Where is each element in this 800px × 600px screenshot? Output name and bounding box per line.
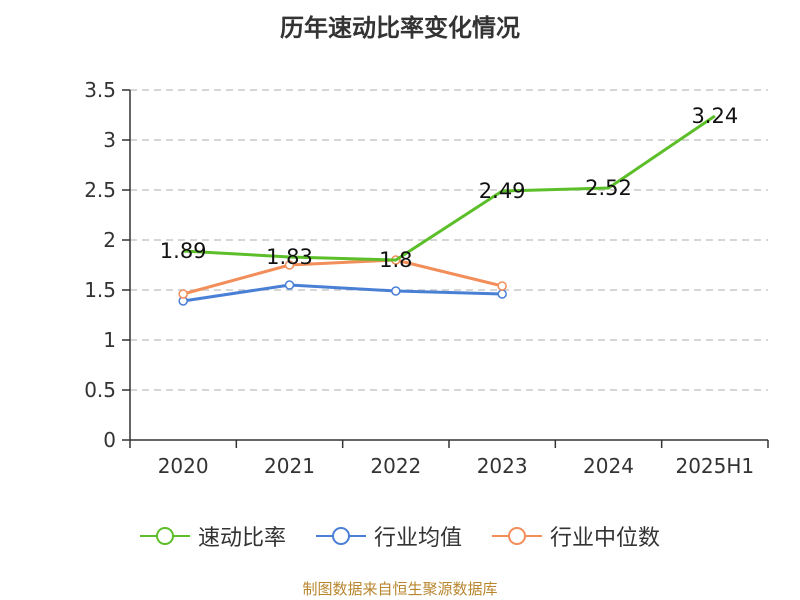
x-tick-label: 2020 [158,454,209,478]
data-point [497,289,507,299]
legend-item-0[interactable]: 速动比率 [139,520,286,552]
legend: 速动比率 行业均值 行业中位数 [0,520,800,552]
x-tick-label: 2021 [264,454,315,478]
data-point [178,289,188,299]
x-tick-label: 2023 [477,454,528,478]
y-tick-label: 1.5 [84,278,116,302]
y-tick-label: 1 [103,328,116,352]
chart-title: 历年速动比率变化情况 [280,14,520,42]
legend-item-2[interactable]: 行业中位数 [492,520,660,552]
data-source: 制图数据来自恒生聚源数据库 [302,580,498,598]
data-label: 1.8 [379,248,412,272]
legend-label: 行业均值 [373,526,462,551]
data-point [497,281,507,291]
data-label: 1.89 [160,239,207,263]
x-tick-label: 2024 [583,454,634,478]
data-point [391,286,401,296]
data-label: 3.24 [691,104,738,128]
data-label: 1.83 [266,245,313,269]
data-point [284,260,295,270]
legend-label: 行业中位数 [550,526,661,551]
x-tick-label: 2022 [370,454,421,478]
data-label: 2.49 [479,179,526,203]
legend-item-1[interactable]: 行业均值 [315,520,462,552]
series-line-0 [183,114,716,262]
y-tick-label: 3 [103,128,116,152]
y-tick-label: 2 [103,228,116,252]
x-tick-label: 2025H1 [675,454,754,478]
y-tick-label: 2.5 [84,178,116,202]
data-point [284,280,295,290]
y-tick-label: 3.5 [84,78,116,102]
y-tick-label: 0.5 [84,378,116,402]
legend-label: 速动比率 [197,526,286,551]
series-line-2 [182,258,503,296]
data-label: 2.52 [585,176,632,200]
series-line-1 [182,283,503,303]
y-tick-label: 0 [103,428,116,452]
